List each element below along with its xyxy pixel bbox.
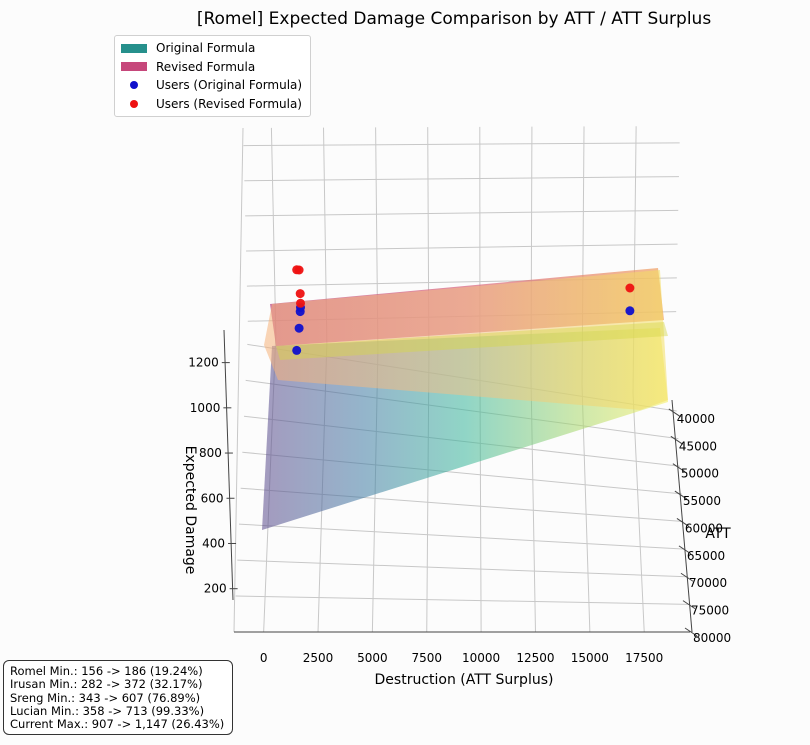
stats-line: Current Max.: 907 -> 1,147 (26.43%) [10,717,225,732]
chart-title: [Romel] Expected Damage Comparison by AT… [197,9,712,29]
stats-line: Sreng Min.: 343 -> 607 (76.89%) [10,690,201,705]
scatter-point [625,283,635,293]
stats-line: Irusan Min.: 282 -> 372 (32.17%) [10,677,203,692]
surface-revised-band [276,322,668,360]
y-tick-mark [682,600,696,610]
y-tick-label: 65000 [687,549,725,563]
y-axis-line [671,399,693,633]
z-tick-label: 200 [204,582,227,596]
legend-label: Revised Formula [156,59,256,74]
y-tick-mark [676,518,690,527]
y-tick-label: 60000 [685,521,723,535]
floor-grid-line [238,523,686,550]
scatter-point [294,323,304,333]
stats-line: Romel Min.: 156 -> 186 (19.24%) [10,664,203,678]
y-axis-label: ATT [705,526,731,542]
y-tick-mark [684,627,698,637]
y-tick-label: 75000 [691,604,729,618]
z-tick-label: 600 [201,491,224,505]
stats-line: Lucian Min.: 358 -> 713 (99.33%) [10,703,205,718]
y-tick-mark [668,408,682,418]
back-wall-grid-line [270,127,277,335]
x-axis-label: Destruction (ATT Surplus) [375,672,554,688]
z-tick-label: 800 [199,446,222,460]
legend-label: Users (Original Formula) [156,78,303,93]
x-tick-label: 12500 [516,651,554,665]
legend: Original Formula Revised Formula Users (… [114,35,312,117]
x-tick-label: 15000 [571,651,609,665]
legend-swatch-original [121,43,147,53]
y-tick-mark [672,463,686,473]
y-tick-mark [678,545,692,555]
scatter-point [625,306,635,316]
floor-grid-line [235,595,689,605]
legend-item-users-original: Users (Original Formula) [121,76,302,95]
scatter-point [294,265,304,275]
y-tick-mark [670,435,684,445]
back-wall-grid-line [245,209,679,217]
y-tick-label: 50000 [681,467,719,481]
surface-revised-front [264,270,668,410]
x-tick-label: 17500 [625,651,663,665]
side-wall-line [233,127,244,633]
legend-marker-users-original [121,81,147,90]
legend-item-original: Original Formula [121,39,302,58]
y-tick-label: 45000 [679,439,717,453]
surface-revised [264,268,668,410]
x-tick-label: 10000 [462,651,500,665]
floor-grid-line [632,392,645,633]
scatter-points [292,265,635,355]
scatter-point [295,289,305,299]
legend-swatch-revised [121,62,147,72]
x-tick-label: 2500 [303,651,334,665]
legend-label: Users (Revised Formula) [156,96,302,111]
y-tick-label: 55000 [683,494,721,508]
z-axis-label: Expected Damage [182,446,198,575]
back-wall-grid-line [244,176,679,182]
x-tick-label: 0 [260,651,268,665]
stats-box: Romel Min.: 156 -> 186 (19.24%) Irusan M… [3,660,234,736]
legend-marker-users-revised [121,99,147,108]
legend-label: Original Formula [156,41,256,56]
scatter-point [292,345,302,355]
z-tick-label: 1200 [188,356,219,370]
y-tick-mark [674,490,688,500]
back-wall-grid-line [243,142,680,147]
legend-item-revised: Revised Formula [121,58,302,77]
legend-item-users-revised: Users (Revised Formula) [121,95,302,114]
tick-labels: 0 2500 5000 7500 10000 12500 15000 17500 40000 45… [188,356,731,665]
z-tick-label: 1000 [190,401,221,415]
z-axis-line [223,329,234,601]
scatter-point [296,298,305,308]
x-tick-label: 5000 [357,651,388,665]
z-tick-label: 400 [202,536,225,550]
y-tick-label: 80000 [693,631,731,645]
floor-grid-line [237,559,687,578]
y-tick-label: 70000 [689,576,727,590]
back-wall-grid-line [246,243,678,252]
y-tick-mark [680,572,694,582]
x-tick-label: 7500 [411,651,442,665]
y-tick-label: 40000 [677,412,715,426]
axes [221,329,698,637]
